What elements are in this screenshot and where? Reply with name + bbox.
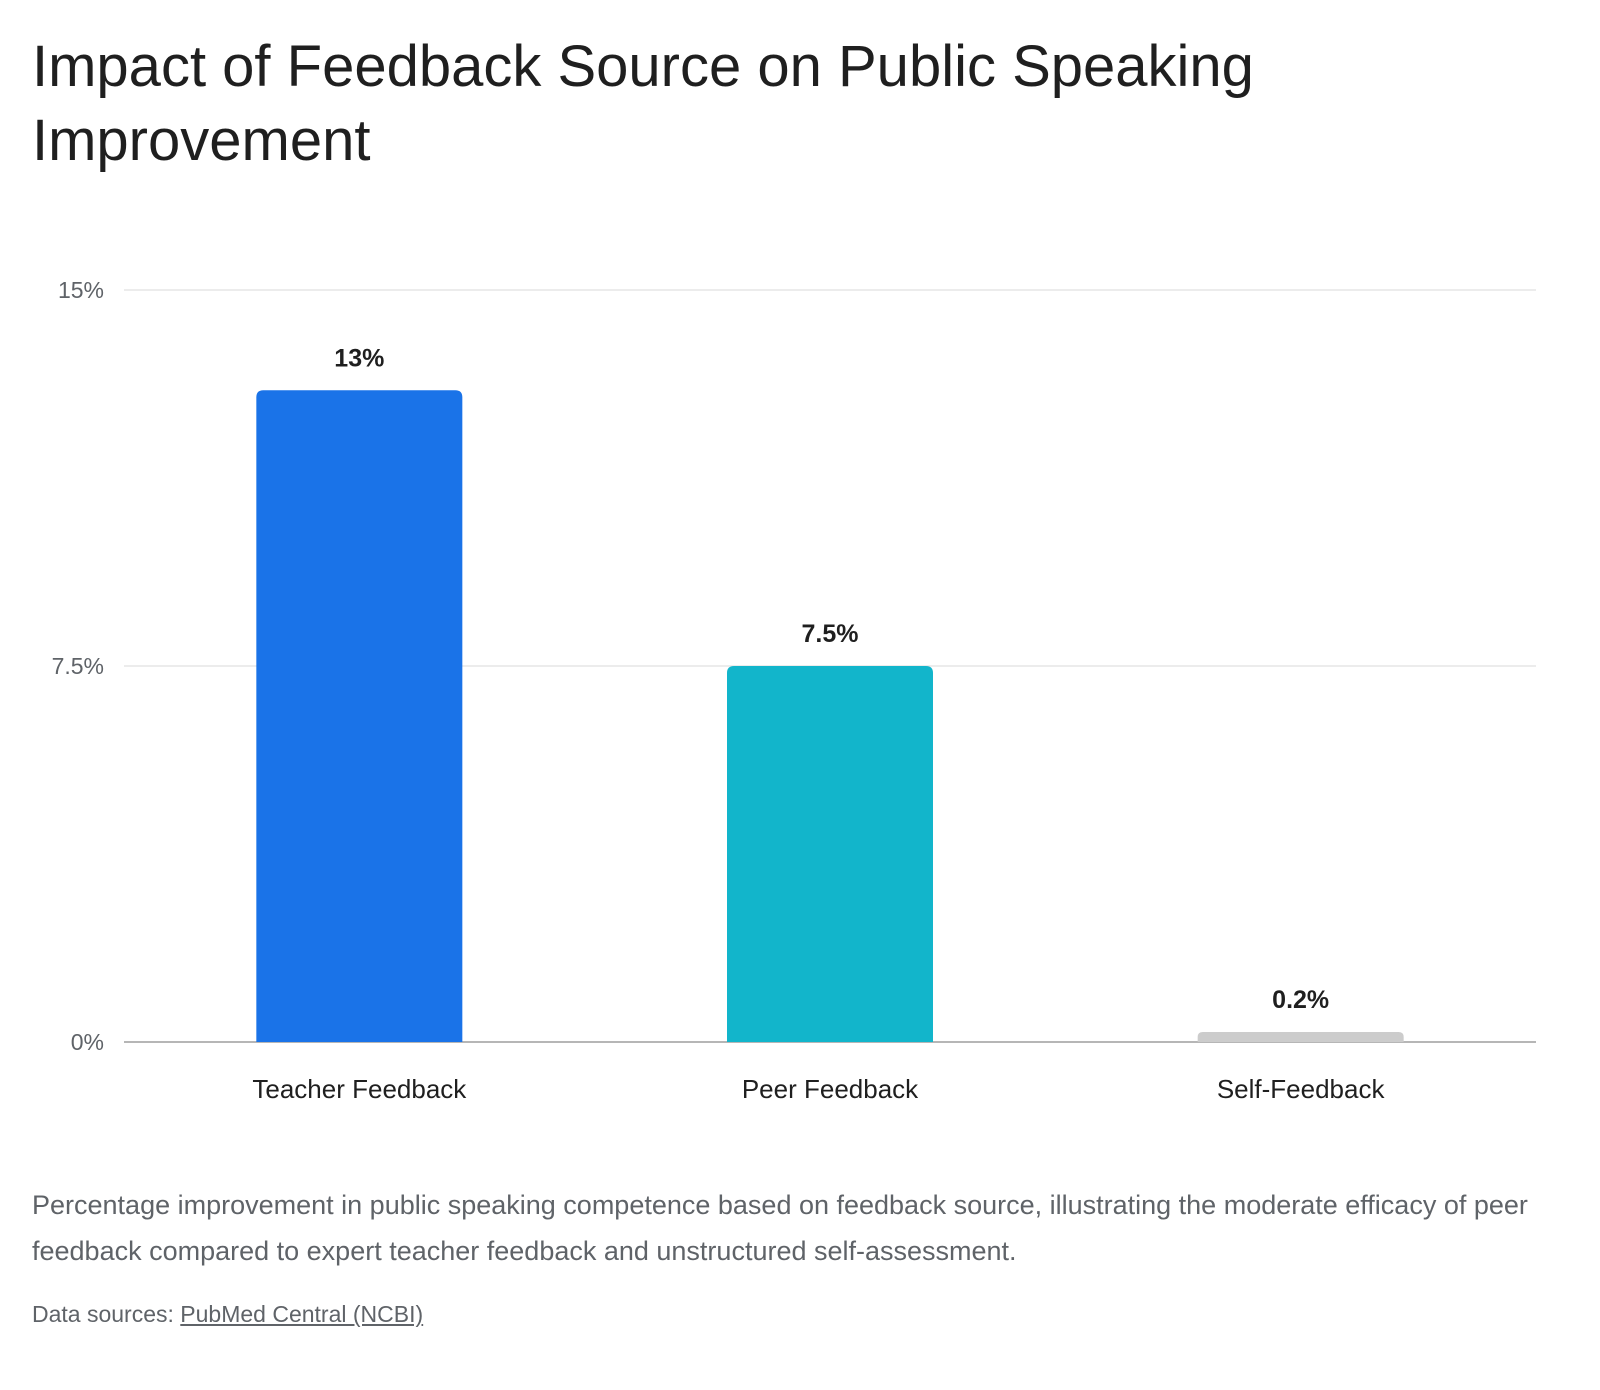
chart-title: Impact of Feedback Source on Public Spea…: [32, 34, 1254, 173]
data-labels: 13% 7.5% 0.2%: [334, 344, 1329, 1014]
y-tick-label: 7.5%: [52, 653, 104, 679]
x-tick-label: Peer Feedback: [742, 1074, 919, 1104]
data-label: 7.5%: [802, 620, 859, 648]
bar: [1197, 1031, 1404, 1042]
x-tick-label: Teacher Feedback: [252, 1074, 467, 1104]
chart-caption: Percentage improvement in public speakin…: [32, 1190, 1528, 1266]
data-label: 0.2%: [1272, 986, 1329, 1014]
data-label: 13%: [334, 344, 384, 372]
bar-chart: 0% 7.5% 15% 13% 7.5% 0.2% Teacher Feedback Pe…: [52, 277, 1536, 1104]
y-tick-label: 0%: [71, 1029, 104, 1055]
y-axis-ticks: 0% 7.5% 15%: [52, 277, 104, 1055]
y-tick-label: 15%: [58, 277, 104, 303]
sources-link[interactable]: PubMed Central (NCBI): [180, 1301, 424, 1327]
bar: [256, 390, 463, 1042]
data-sources: Data sources: PubMed Central (NCBI): [32, 1298, 423, 1330]
x-axis-ticks: Teacher Feedback Peer Feedback Self-Feedba…: [252, 1074, 1385, 1104]
x-tick-label: Self-Feedback: [1217, 1074, 1386, 1104]
bars: [256, 390, 1404, 1042]
bar: [727, 666, 933, 1042]
sources-prefix: Data sources:: [32, 1301, 181, 1327]
